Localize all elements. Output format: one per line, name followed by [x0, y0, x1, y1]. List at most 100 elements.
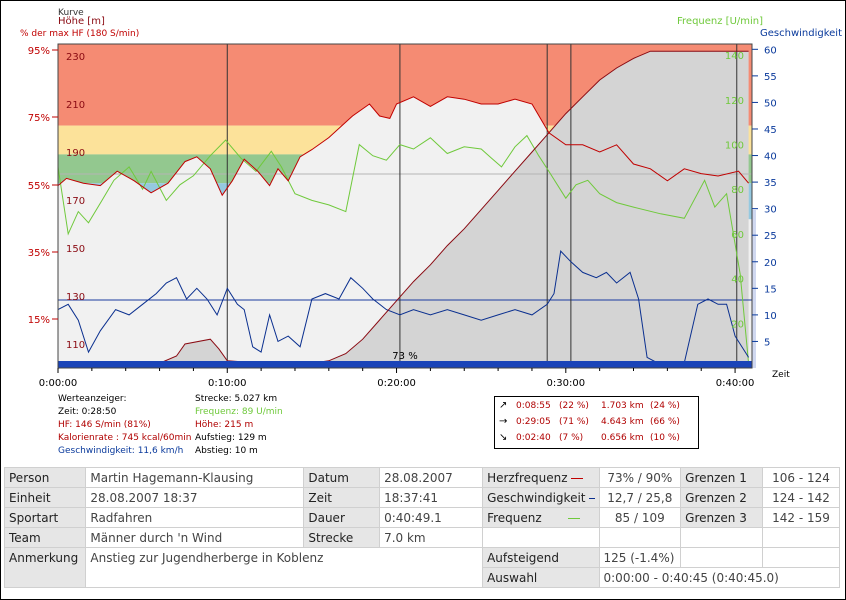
hr-pct-tick-label: 35%: [28, 248, 50, 259]
altitude-tick-label: 210: [66, 100, 85, 111]
speed-tick-label: 45: [764, 125, 777, 136]
cadence-tick-label: 140: [725, 51, 744, 62]
limits1-value[interactable]: 106 - 124: [761, 467, 841, 488]
date-label: Datum: [303, 467, 381, 488]
readout-distance: Strecke: 5.027 km: [195, 394, 278, 404]
readout-ascent: Aufstieg: 129 m: [195, 433, 267, 443]
unit-value[interactable]: 28.08.2007 18:37: [85, 487, 305, 508]
readout-title: Werteanzeiger:: [58, 394, 127, 404]
gradient-time: 0:02:40: [516, 433, 551, 443]
speed-tick-label: 60: [764, 45, 777, 56]
left-title-2: Höhe [m]: [58, 16, 105, 27]
time-value[interactable]: 18:37:41: [379, 487, 484, 508]
x-tick-label: 0:20:00: [377, 378, 416, 389]
altitude-line: [58, 50, 749, 364]
gradient-distance: 1.703 km: [601, 401, 644, 411]
sport-value[interactable]: Radfahren: [85, 507, 305, 528]
altitude-area: [58, 51, 749, 368]
right-title-speed: Geschwindigkeit [k: [760, 28, 846, 39]
note-value[interactable]: Anstieg zur Jugendherberge in Koblenz: [85, 547, 484, 588]
value-readout-col1: Werteanzeiger: Zeit: 0:28:50 HF: 146 S/m…: [58, 393, 191, 458]
cadence-tick-label: 100: [725, 141, 744, 152]
speed-tick-label: 15: [764, 284, 777, 295]
cadence-label: Frequenz: [482, 507, 600, 528]
limits2-label: Grenzen 2: [680, 487, 763, 508]
gradient-row-flat: → 0:29:05 (71 %) 4.643 km (66 %): [495, 415, 698, 431]
speed-line: [58, 250, 750, 364]
series-lines: [58, 50, 750, 364]
cadence-value: 85 / 109: [598, 507, 682, 528]
table-row: Einheit 28.08.2007 18:37 Zeit 18:37:41 G…: [3, 487, 841, 508]
duration-value: 0:40:49.1: [379, 507, 484, 528]
person-value[interactable]: Martin Hagemann-Klausing: [85, 467, 305, 488]
gradient-distance-pct: (24 %): [650, 401, 680, 411]
sport-label: Sportart: [3, 507, 87, 528]
gradient-time: 0:29:05: [516, 417, 551, 427]
cadence-line: [58, 134, 750, 364]
table-row: Sportart Radfahren Dauer 0:40:49.1 Frequ…: [3, 507, 841, 528]
time-label: Zeit: [303, 487, 381, 508]
readout-time: Zeit: 0:28:50: [58, 407, 117, 417]
gradient-row-down: ↘ 0:02:40 (7 %) 0.656 km (10 %): [495, 431, 698, 447]
speed-tick-label: 5: [764, 337, 770, 348]
cadence-tick-label: 40: [731, 275, 744, 286]
altitude-tick-label: 150: [66, 244, 85, 255]
empty-cell: [482, 527, 600, 548]
date-value[interactable]: 28.08.2007: [379, 467, 484, 488]
selection-bar-label: 73 %: [392, 351, 417, 362]
speed-tick-label: 35: [764, 178, 777, 189]
readout-speed: Geschwindigkeit: 11,6 km/h: [58, 446, 184, 456]
empty-cell: [761, 547, 841, 568]
speed-tick-label: 10: [764, 311, 777, 322]
empty-cell: [761, 527, 841, 548]
right-title-freq: Frequenz [U/min]: [677, 16, 763, 27]
gradient-time-pct: (71 %): [559, 417, 589, 427]
speed-tick-label: 25: [764, 231, 777, 242]
gradient-time-pct: (22 %): [559, 401, 589, 411]
note-label: Anmerkung: [3, 547, 87, 588]
x-tick-label: 0:40:00: [716, 378, 755, 389]
ascending-value: 125 (-1.4%): [598, 547, 682, 568]
limits2-value[interactable]: 124 - 142: [761, 487, 841, 508]
limits3-value[interactable]: 142 - 159: [761, 507, 841, 528]
table-row: Team Männer durch 'n Wind Strecke 7.0 km: [3, 527, 841, 548]
empty-cell: [680, 547, 763, 568]
table-row: Person Martin Hagemann-Klausing Datum 28…: [3, 467, 841, 488]
gradient-row-up: ↗ 0:08:55 (22 %) 1.703 km (24 %): [495, 399, 698, 415]
hr-value: 73% / 90%: [598, 467, 682, 488]
speed-tick-label: 20: [764, 258, 777, 269]
readout-altitude: Höhe: 215 m: [195, 420, 254, 430]
chart: 73 % 95% 75% 55% 35% 15% 230 210 190 170 150 130 11…: [20, 8, 846, 389]
cadence-tick-label: 80: [731, 185, 744, 196]
speed-label-text: Geschwindigkeit: [487, 490, 586, 505]
session-info-table: Person Martin Hagemann-Klausing Datum 28…: [3, 467, 841, 588]
unit-label: Einheit: [3, 487, 87, 508]
selection-value[interactable]: 0:00:00 - 0:40:45 (0:40:45.0): [598, 567, 840, 588]
speed-value: 12,7 / 25,8: [598, 487, 682, 508]
team-value[interactable]: Männer durch 'n Wind: [85, 527, 305, 548]
readout-descent: Abstieg: 10 m: [195, 446, 258, 456]
plot-border: [57, 43, 753, 369]
readout-calories: Kalorienrate : 745 kcal/60min: [58, 433, 192, 443]
speed-tick-label: 55: [764, 72, 777, 83]
altitude-tick-label: 170: [66, 196, 85, 207]
speed-tick-label: 30: [764, 205, 777, 216]
empty-cell: [680, 527, 763, 548]
cadence-legend-line-icon: [567, 517, 580, 519]
hr-label: Herzfrequenz: [482, 467, 600, 488]
scroll-strip[interactable]: [752, 210, 756, 368]
gradient-distance: 4.643 km: [601, 417, 644, 427]
hr-pct-tick-label: 75%: [28, 113, 50, 124]
cadence-tick-label: 20: [731, 319, 744, 330]
x-tick-label: 0:00:00: [39, 378, 78, 389]
altitude-tick-label: 230: [66, 52, 85, 63]
hr-pct-tick-label: 55%: [28, 181, 50, 192]
team-label: Team: [3, 527, 87, 548]
gradient-distance-pct: (66 %): [650, 417, 680, 427]
selection-bar[interactable]: [58, 361, 752, 368]
gradient-time-pct: (7 %): [559, 433, 584, 443]
arrow-right-icon: →: [499, 416, 508, 427]
speed-tick-label: 40: [764, 152, 777, 163]
person-label: Person: [3, 467, 87, 488]
hr-pct-tick-label: 95%: [28, 46, 50, 57]
